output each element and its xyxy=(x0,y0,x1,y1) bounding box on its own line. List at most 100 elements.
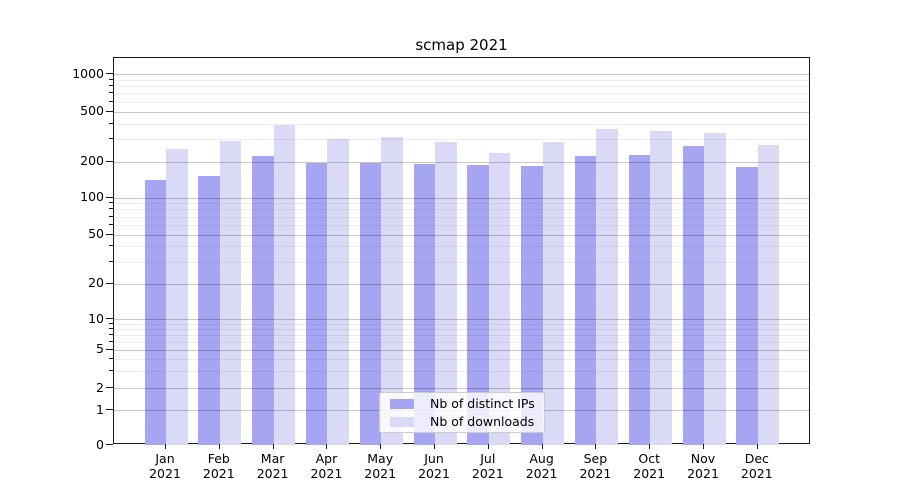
minor-gridline xyxy=(114,341,809,343)
x-tick-label: Apr 2021 xyxy=(310,451,343,481)
bar-distinct-ips-jun xyxy=(413,163,435,445)
minor-gridline xyxy=(114,224,809,226)
bar-downloads-sep xyxy=(596,129,618,445)
x-tick-label: May 2021 xyxy=(364,451,397,481)
minor-gridline xyxy=(114,323,809,325)
y-tick-label: 1 xyxy=(96,401,104,417)
y-tick-label: 5 xyxy=(96,341,104,356)
bar-distinct-ips-dec xyxy=(736,166,758,445)
y-tick-label: 500 xyxy=(80,103,104,118)
y-tick xyxy=(106,387,113,388)
minor-gridline xyxy=(114,370,809,372)
y-tick xyxy=(106,233,113,235)
y-minor-tick xyxy=(109,202,113,204)
y-minor-tick xyxy=(109,78,113,80)
x-tick-label: Nov 2021 xyxy=(687,451,719,481)
bar-downloads-jul xyxy=(488,152,511,445)
minor-gridline xyxy=(114,123,809,125)
bar-downloads-jun xyxy=(435,142,457,445)
y-tick-label: 10 xyxy=(88,310,104,326)
bar-downloads-dec xyxy=(757,144,780,445)
y-minor-tick xyxy=(109,357,113,359)
x-tick xyxy=(165,444,166,449)
y-minor-tick xyxy=(109,333,113,335)
x-tick-label: Jul 2021 xyxy=(471,451,504,481)
minor-gridline xyxy=(114,358,809,360)
minor-gridline xyxy=(114,86,809,88)
x-tick-label: Mar 2021 xyxy=(256,451,289,481)
bar-distinct-ips-apr xyxy=(305,163,328,445)
minor-gridline xyxy=(114,139,809,141)
minor-gridline xyxy=(114,209,809,211)
minor-gridline xyxy=(114,246,809,248)
x-tick-label: Dec 2021 xyxy=(740,451,773,481)
y-minor-tick xyxy=(109,92,113,94)
minor-gridline xyxy=(114,216,809,218)
minor-gridline xyxy=(114,93,809,95)
grid-layer xyxy=(114,58,809,443)
x-tick xyxy=(703,444,704,449)
y-tick-label: 100 xyxy=(80,189,104,204)
bar-downloads-jan xyxy=(166,149,188,445)
y-tick xyxy=(106,282,113,284)
y-tick xyxy=(106,318,113,320)
minor-gridline xyxy=(114,329,809,331)
x-tick-label: Aug 2021 xyxy=(525,451,558,481)
legend-swatch-downloads xyxy=(390,416,414,427)
major-gridline xyxy=(114,111,809,113)
major-gridline xyxy=(114,319,809,321)
major-gridline xyxy=(114,197,809,199)
x-tick xyxy=(218,444,220,449)
x-tick-label: Feb 2021 xyxy=(202,451,235,481)
x-tick xyxy=(326,444,328,449)
y-tick xyxy=(106,160,113,162)
bar-distinct-ips-jul xyxy=(467,165,489,445)
y-tick xyxy=(106,196,113,198)
chart-title: scmap 2021 xyxy=(415,36,508,54)
y-tick-label: 20 xyxy=(88,275,104,290)
bar-downloads-may xyxy=(381,136,403,445)
bar-downloads-aug xyxy=(542,142,565,445)
major-gridline xyxy=(114,161,809,163)
major-gridline xyxy=(114,388,809,389)
y-minor-tick xyxy=(109,369,113,371)
y-minor-tick xyxy=(109,122,113,124)
y-tick xyxy=(106,409,113,410)
y-minor-tick xyxy=(109,100,113,102)
legend-item-distinct-ips: Nb of distinct IPs xyxy=(390,396,544,411)
legend-label-downloads: Nb of downloads xyxy=(430,414,535,429)
x-tick xyxy=(272,444,274,449)
x-tick xyxy=(595,444,597,449)
bar-downloads-apr xyxy=(327,139,349,445)
y-tick xyxy=(106,348,113,350)
y-minor-tick xyxy=(109,138,113,140)
y-minor-tick xyxy=(109,322,113,324)
y-tick xyxy=(106,110,113,112)
bar-distinct-ips-mar xyxy=(252,155,274,445)
minor-gridline xyxy=(114,101,809,103)
minor-gridline xyxy=(114,261,809,263)
y-tick xyxy=(106,444,113,445)
y-minor-tick xyxy=(109,223,113,225)
legend-swatch-distinct-ips xyxy=(390,398,414,409)
bar-distinct-ips-feb xyxy=(198,175,220,445)
minor-gridline xyxy=(114,203,809,205)
y-tick-label: 50 xyxy=(88,226,104,241)
minor-gridline xyxy=(114,334,809,336)
major-gridline xyxy=(114,74,809,75)
bar-distinct-ips-aug xyxy=(521,165,543,445)
x-tick-label: Oct 2021 xyxy=(633,451,666,481)
bar-downloads-oct xyxy=(650,130,672,445)
y-tick-label: 2 xyxy=(96,379,104,395)
y-minor-tick xyxy=(109,328,113,330)
x-tick xyxy=(649,444,651,449)
plot-area xyxy=(113,57,810,445)
x-tick xyxy=(380,444,382,449)
x-tick-label: Jan 2021 xyxy=(149,451,181,481)
bar-distinct-ips-sep xyxy=(574,156,597,445)
major-gridline xyxy=(114,349,809,351)
x-tick-label: Sep 2021 xyxy=(579,451,612,481)
y-tick-label: 0 xyxy=(96,436,104,452)
y-minor-tick xyxy=(109,215,113,217)
